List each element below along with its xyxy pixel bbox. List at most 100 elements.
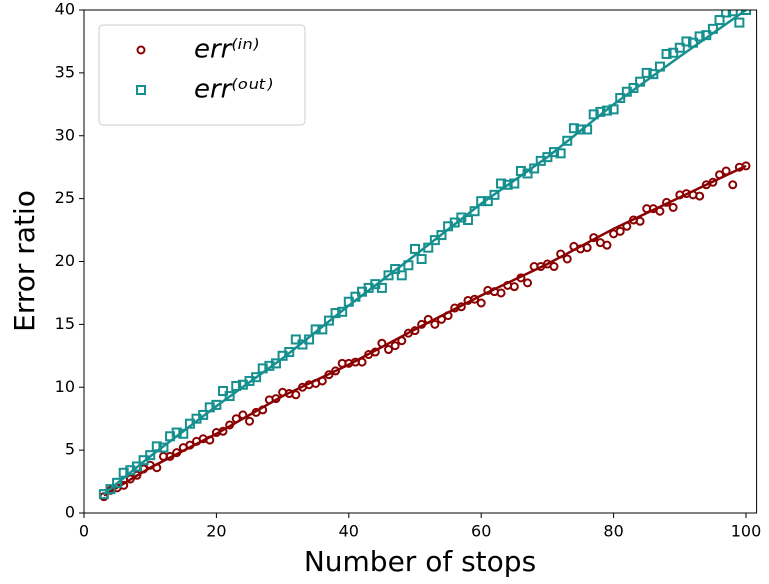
point (655, 206, 665, 216)
point (238, 410, 248, 420)
point (423, 314, 433, 324)
x-axis-label: Number of stops (304, 545, 536, 578)
point (715, 170, 725, 180)
point (178, 428, 189, 439)
point (245, 416, 254, 426)
point (429, 235, 440, 246)
point (271, 394, 281, 404)
point (171, 427, 182, 438)
point (416, 253, 427, 264)
point (132, 470, 142, 480)
point (423, 242, 434, 253)
point (615, 93, 626, 104)
point (549, 147, 560, 158)
point (136, 85, 146, 95)
point (469, 206, 480, 217)
point (496, 178, 507, 189)
point (136, 45, 146, 55)
point (337, 306, 348, 317)
y-tick-label: 30 (55, 125, 75, 144)
point (575, 124, 586, 135)
point (714, 15, 725, 26)
point (662, 197, 672, 207)
point (138, 455, 149, 466)
plot-frame (83, 9, 758, 514)
point (304, 334, 315, 345)
y-tick-label: 5 (65, 440, 75, 459)
point (317, 324, 328, 335)
x-tick-label: 20 (206, 522, 226, 541)
point (674, 42, 685, 53)
point (118, 467, 129, 478)
point (456, 302, 466, 312)
point (297, 339, 308, 350)
point (482, 196, 493, 207)
point (608, 104, 619, 115)
point (258, 405, 268, 415)
point (185, 440, 195, 450)
point (707, 23, 718, 34)
point (264, 360, 275, 371)
point (509, 282, 519, 292)
x-tick-label: 0 (79, 522, 89, 541)
point (556, 249, 566, 259)
point (728, 180, 738, 190)
x-tick-label: 100 (731, 522, 762, 541)
point (165, 451, 175, 461)
point (151, 441, 162, 452)
point (225, 420, 235, 430)
point (549, 262, 559, 272)
x-tick-label: 40 (339, 522, 359, 541)
point (456, 212, 467, 223)
point (462, 215, 473, 226)
point (218, 426, 228, 436)
point (350, 291, 361, 302)
point (542, 152, 553, 163)
y-tick-label: 10 (55, 377, 75, 396)
point (668, 47, 679, 58)
point (112, 477, 123, 488)
point (641, 67, 652, 78)
legend-label: err⁽ⁱⁿ⁾ (194, 35, 259, 65)
point (211, 399, 222, 410)
y-tick-label: 40 (55, 0, 75, 19)
point (562, 135, 573, 146)
point (701, 30, 712, 41)
point (436, 230, 447, 241)
point (601, 105, 612, 116)
y-axis-label: Error ratio (8, 190, 41, 332)
y-tick-label: 15 (55, 314, 75, 333)
point (727, 10, 738, 17)
point (635, 216, 645, 226)
point (654, 61, 665, 72)
point (741, 10, 751, 15)
x-tick-label: 80 (603, 522, 623, 541)
point (397, 336, 407, 346)
point (555, 148, 566, 159)
legend-label: err⁽ᵒᵘᵗ⁾ (194, 75, 273, 105)
y-tick-label: 20 (55, 251, 75, 270)
point (417, 319, 427, 329)
point (251, 372, 262, 383)
point (562, 254, 572, 264)
point (158, 442, 169, 453)
point (231, 380, 242, 391)
point (317, 376, 327, 386)
point (443, 311, 453, 321)
point (218, 386, 229, 397)
point (436, 314, 446, 324)
point (152, 463, 162, 473)
point (383, 270, 394, 281)
point (390, 264, 401, 275)
x-tick-label: 60 (471, 522, 491, 541)
point (516, 273, 526, 283)
point (734, 17, 745, 28)
point (529, 163, 540, 174)
point (681, 36, 692, 47)
point (668, 202, 678, 212)
point (476, 196, 487, 207)
point (695, 191, 705, 201)
point (615, 226, 625, 236)
point (602, 240, 612, 250)
